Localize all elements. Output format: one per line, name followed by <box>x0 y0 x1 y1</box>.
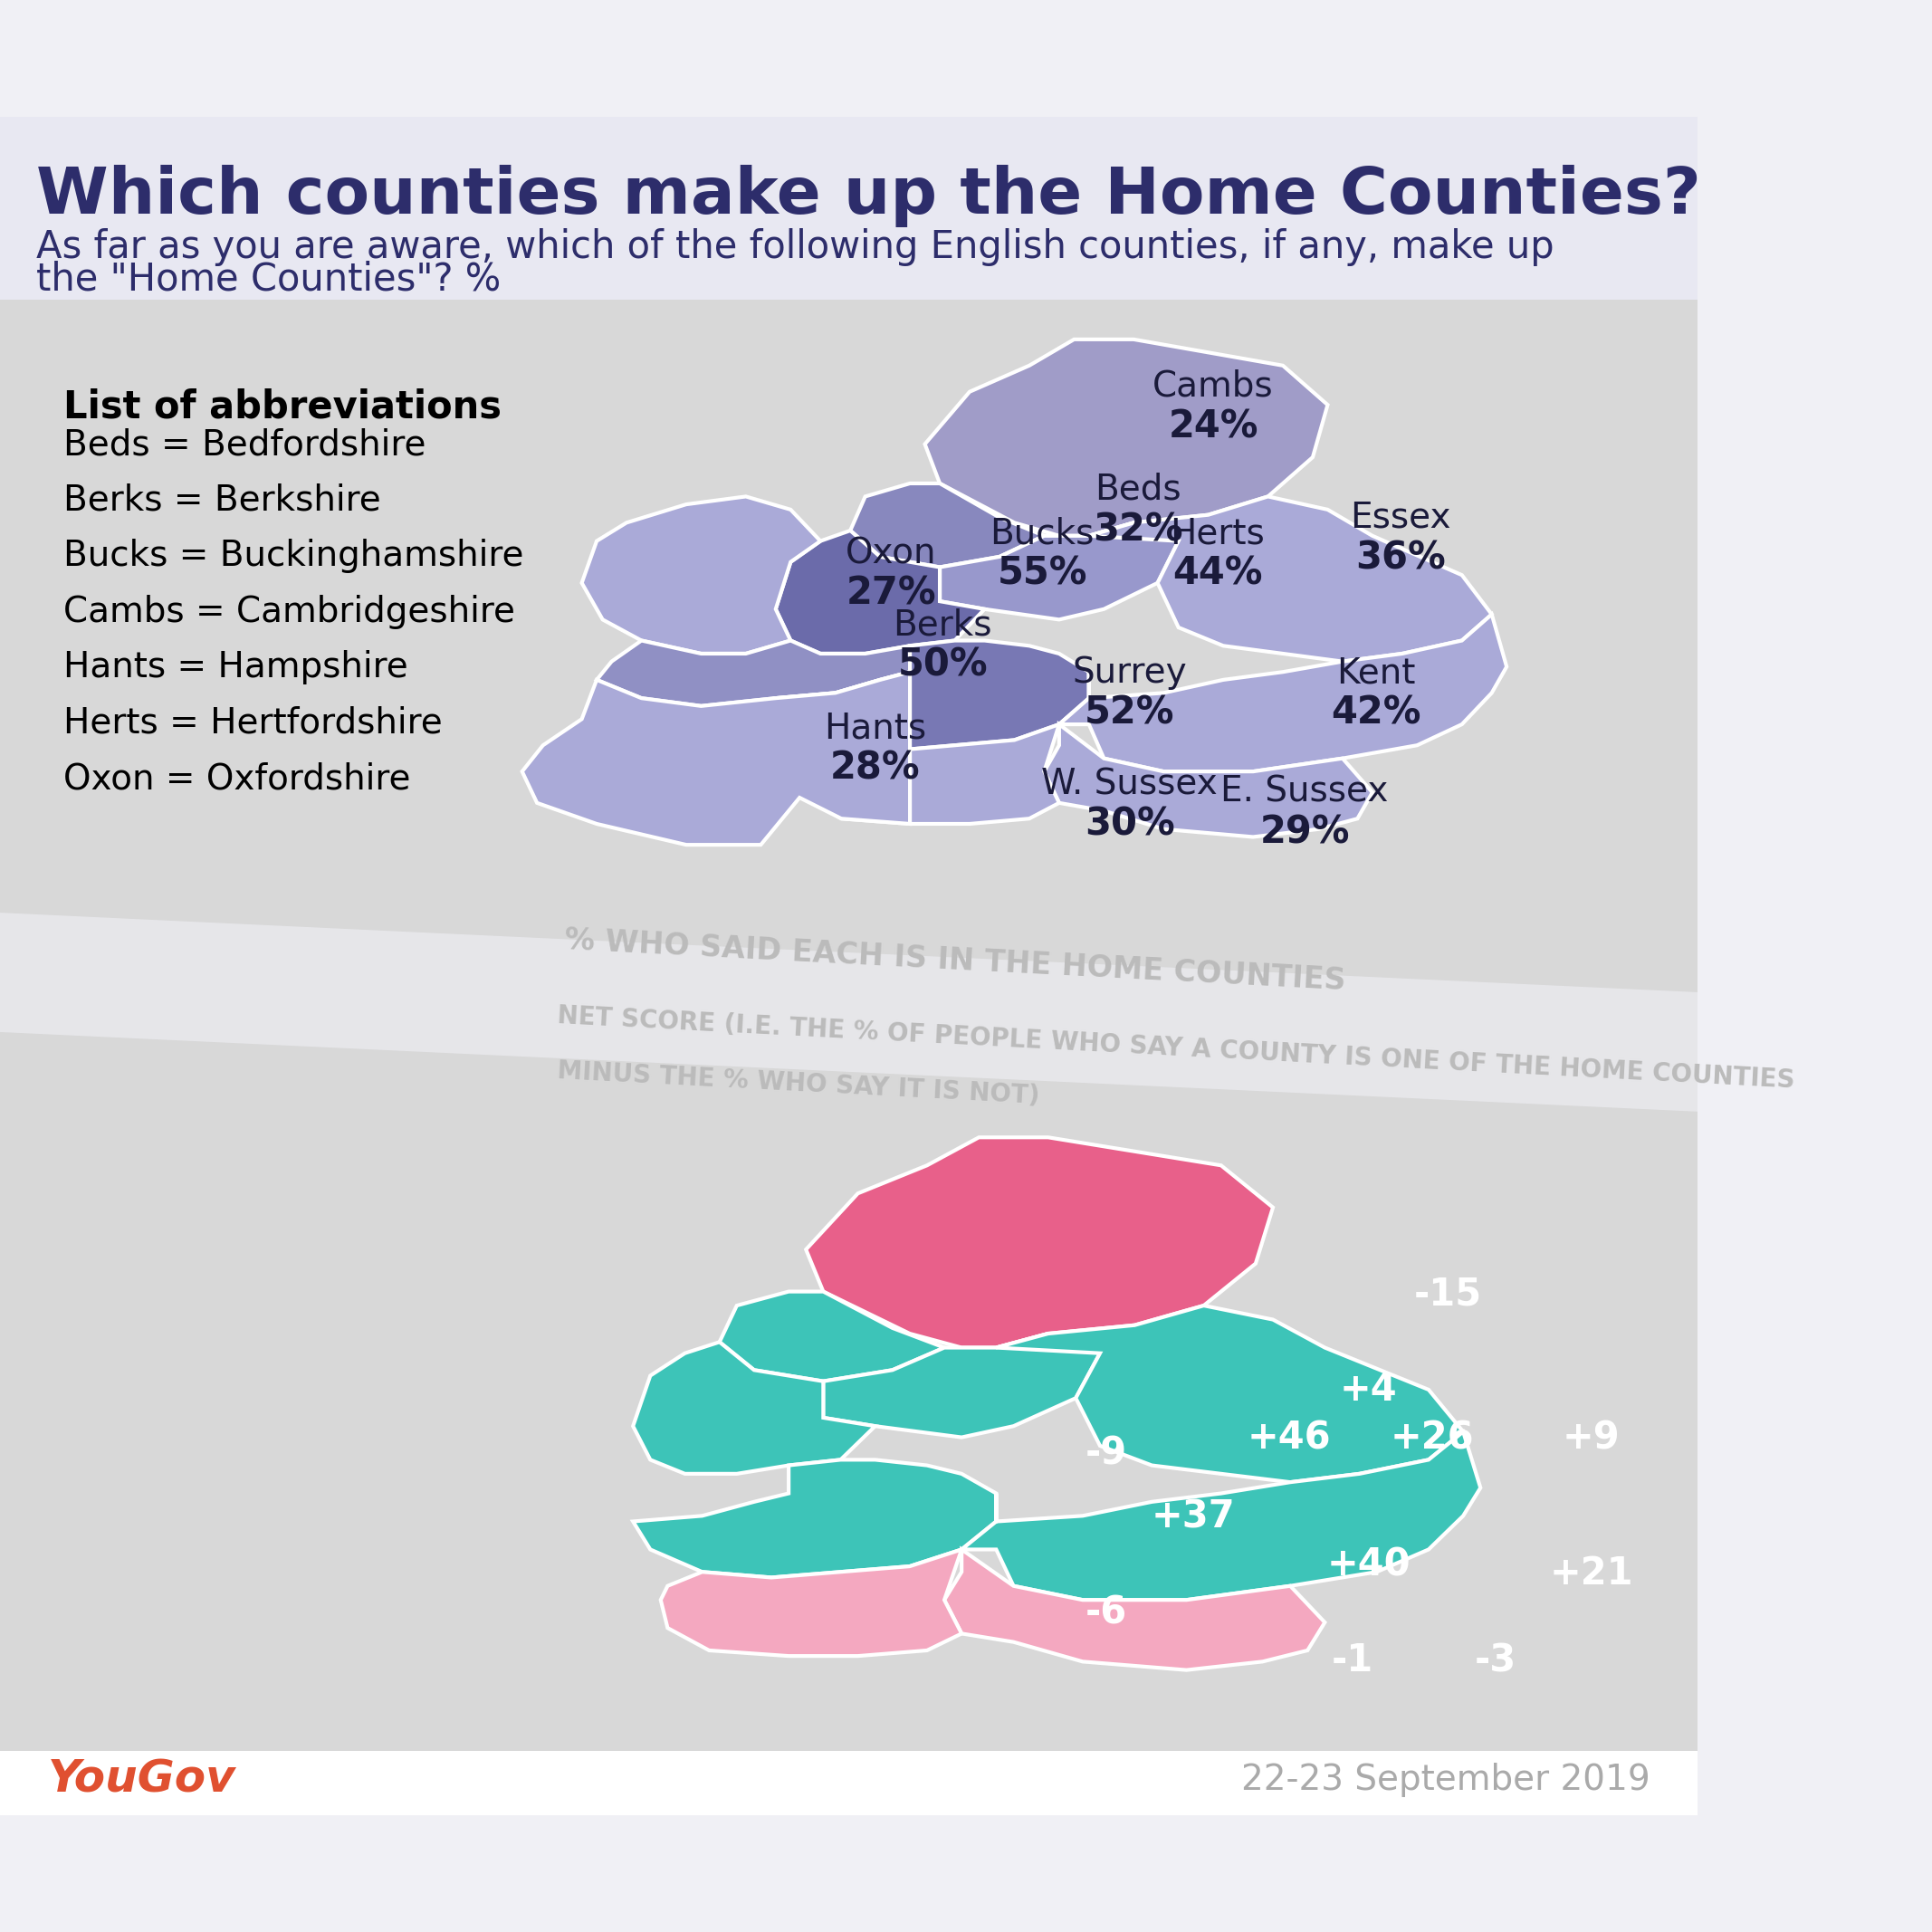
Polygon shape <box>945 1549 1325 1669</box>
Text: 52%: 52% <box>1084 694 1175 732</box>
Bar <box>0 299 1698 1750</box>
Text: Cambs: Cambs <box>1153 369 1273 404</box>
Polygon shape <box>925 340 1327 535</box>
Text: MINUS THE % WHO SAY IT IS NOT): MINUS THE % WHO SAY IT IS NOT) <box>556 1059 1041 1109</box>
Text: Beds = Bedfordshire: Beds = Bedfordshire <box>64 427 427 462</box>
Text: -6: -6 <box>1086 1594 1126 1633</box>
Text: Hants = Hampshire: Hants = Hampshire <box>64 651 408 684</box>
Text: Berks: Berks <box>893 609 993 641</box>
Text: Hants: Hants <box>823 711 925 746</box>
Text: Beds: Beds <box>1094 473 1180 506</box>
Text: 42%: 42% <box>1331 694 1422 732</box>
Polygon shape <box>823 1333 1099 1437</box>
Text: Essex: Essex <box>1350 500 1451 535</box>
Text: Herts: Herts <box>1171 516 1265 551</box>
Text: 28%: 28% <box>831 750 920 788</box>
Polygon shape <box>939 524 1179 620</box>
Text: +37: +37 <box>1151 1499 1235 1536</box>
Text: YouGov: YouGov <box>48 1758 236 1803</box>
Text: +46: +46 <box>1246 1418 1331 1457</box>
Text: +40: +40 <box>1327 1546 1410 1584</box>
Text: E. Sussex: E. Sussex <box>1221 775 1389 810</box>
Text: Berks = Berkshire: Berks = Berkshire <box>64 483 381 518</box>
Text: 24%: 24% <box>1169 408 1258 446</box>
Polygon shape <box>719 1293 945 1381</box>
Text: +4: +4 <box>1339 1372 1397 1408</box>
Text: Surrey: Surrey <box>1072 655 1186 690</box>
Polygon shape <box>634 1461 997 1578</box>
Text: 36%: 36% <box>1354 539 1445 578</box>
Text: NET SCORE (I.E. THE % OF PEOPLE WHO SAY A COUNTY IS ONE OF THE HOME COUNTIES: NET SCORE (I.E. THE % OF PEOPLE WHO SAY … <box>556 1003 1795 1094</box>
Text: 44%: 44% <box>1173 554 1262 593</box>
Text: 27%: 27% <box>846 574 937 612</box>
Polygon shape <box>634 1343 875 1474</box>
Text: -3: -3 <box>1474 1642 1517 1679</box>
Polygon shape <box>522 672 910 844</box>
Bar <box>0 299 1698 1814</box>
Polygon shape <box>582 497 821 653</box>
Polygon shape <box>1059 614 1507 771</box>
Text: % WHO SAID EACH IS IN THE HOME COUNTIES: % WHO SAID EACH IS IN THE HOME COUNTIES <box>564 925 1347 995</box>
Text: 32%: 32% <box>1094 510 1182 549</box>
Polygon shape <box>777 531 985 653</box>
Text: 29%: 29% <box>1260 813 1350 852</box>
Polygon shape <box>1090 497 1492 661</box>
Text: -15: -15 <box>1414 1275 1482 1314</box>
Bar <box>0 118 1698 299</box>
Text: Bucks = Buckinghamshire: Bucks = Buckinghamshire <box>64 539 524 574</box>
Polygon shape <box>661 1549 962 1656</box>
Polygon shape <box>997 1306 1463 1482</box>
Text: Oxon: Oxon <box>846 537 937 570</box>
Text: Herts = Hertfordshire: Herts = Hertfordshire <box>64 705 442 740</box>
Text: As far as you are aware, which of the following English counties, if any, make u: As far as you are aware, which of the fo… <box>37 228 1553 267</box>
Text: W. Sussex: W. Sussex <box>1041 767 1217 802</box>
Polygon shape <box>0 912 1698 1111</box>
Polygon shape <box>806 1138 1273 1349</box>
Text: +26: +26 <box>1391 1418 1474 1457</box>
Text: Cambs = Cambridgeshire: Cambs = Cambridgeshire <box>64 595 516 628</box>
Text: Kent: Kent <box>1337 655 1416 690</box>
Text: Which counties make up the Home Counties?: Which counties make up the Home Counties… <box>37 164 1700 228</box>
Text: -9: -9 <box>1086 1435 1126 1472</box>
Polygon shape <box>777 641 1090 750</box>
Polygon shape <box>962 1432 1480 1600</box>
Text: -1: -1 <box>1331 1642 1374 1679</box>
Text: List of abbreviations: List of abbreviations <box>64 388 502 425</box>
Text: +9: +9 <box>1563 1418 1619 1457</box>
Polygon shape <box>1043 724 1372 837</box>
Polygon shape <box>597 641 910 705</box>
Text: 55%: 55% <box>997 554 1088 593</box>
Text: 22-23 September 2019: 22-23 September 2019 <box>1240 1762 1650 1797</box>
Polygon shape <box>800 724 1059 823</box>
Text: +21: +21 <box>1549 1553 1633 1592</box>
Polygon shape <box>850 483 1043 568</box>
Text: Oxon = Oxfordshire: Oxon = Oxfordshire <box>64 761 412 796</box>
Text: 50%: 50% <box>898 645 987 684</box>
Text: the "Home Counties"? %: the "Home Counties"? % <box>37 261 500 298</box>
Text: 30%: 30% <box>1084 806 1175 842</box>
Text: Bucks: Bucks <box>989 516 1094 551</box>
